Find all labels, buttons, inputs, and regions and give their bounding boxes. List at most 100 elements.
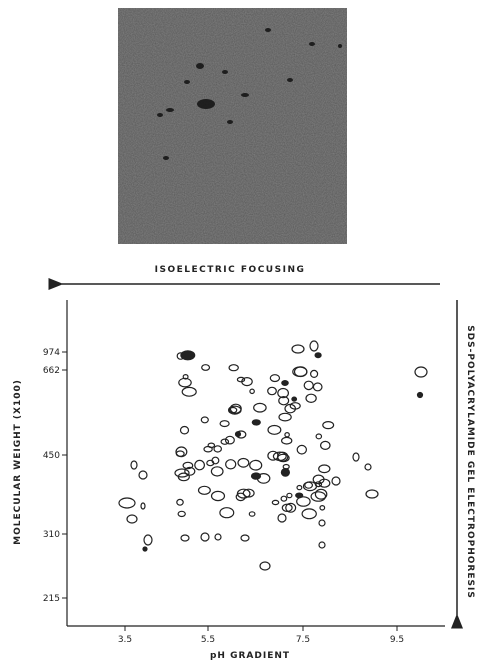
spot xyxy=(331,476,341,486)
spot xyxy=(118,497,136,509)
spot xyxy=(177,510,186,518)
spot xyxy=(416,391,424,399)
spot xyxy=(210,466,224,477)
spot xyxy=(184,466,196,476)
spot xyxy=(352,452,360,462)
spot xyxy=(228,364,239,372)
spot xyxy=(318,478,331,488)
spot xyxy=(271,499,280,506)
spot xyxy=(200,416,209,424)
y-ticks: 974 662 450 310 215 xyxy=(43,348,67,604)
spot xyxy=(267,386,277,396)
spot xyxy=(250,472,262,480)
spot xyxy=(130,460,138,470)
spot xyxy=(180,534,190,542)
spot xyxy=(138,470,148,480)
spot xyxy=(293,366,308,378)
spot xyxy=(237,457,250,468)
spot xyxy=(281,380,289,387)
spot xyxy=(259,561,271,571)
spot xyxy=(253,402,267,413)
spot xyxy=(241,377,253,387)
spot xyxy=(140,502,146,510)
spot xyxy=(281,436,293,445)
x-axis-label: pH GRADIENT xyxy=(210,651,290,661)
spot xyxy=(206,459,215,467)
right-label: SDS-POLYACRYLAMIDE GEL ELECTROPHORESIS xyxy=(465,325,475,599)
spot xyxy=(305,393,317,403)
spot xyxy=(289,402,301,410)
gel-image xyxy=(118,8,347,244)
spot xyxy=(314,488,328,500)
spot xyxy=(365,489,379,499)
spot xyxy=(319,440,331,450)
y-tick-label: 450 xyxy=(43,451,60,461)
y-tick-label: 310 xyxy=(43,530,60,540)
spot xyxy=(197,485,211,495)
spot xyxy=(178,377,192,388)
x-ticks: 3.5 5.5 7.5 9.5 xyxy=(118,626,404,645)
spot xyxy=(176,498,184,506)
spot xyxy=(240,534,250,542)
spot xyxy=(296,496,311,507)
spot xyxy=(277,387,290,399)
spot xyxy=(310,369,319,378)
spot xyxy=(267,424,282,435)
spot xyxy=(174,468,190,478)
spot xyxy=(310,491,327,502)
spot xyxy=(203,445,213,453)
spot xyxy=(303,380,314,391)
spot xyxy=(291,344,305,354)
spot xyxy=(179,425,190,435)
spot xyxy=(236,376,246,383)
y-axis-label: MOLECULAR WEIGHT (X100) xyxy=(13,379,23,545)
spot xyxy=(269,374,281,383)
x-tick-label: 7.5 xyxy=(296,635,310,645)
spot xyxy=(220,438,230,445)
spot xyxy=(213,445,223,453)
spot xyxy=(143,534,153,546)
spot xyxy=(200,532,210,542)
spot xyxy=(236,488,251,499)
spot xyxy=(322,421,335,430)
x-tick-label: 5.5 xyxy=(201,635,215,645)
spot xyxy=(126,514,138,524)
spot xyxy=(280,468,290,477)
spot xyxy=(280,495,288,502)
spot xyxy=(249,459,263,471)
spot xyxy=(219,507,235,519)
spot xyxy=(414,366,428,378)
spot xyxy=(272,451,287,462)
spot xyxy=(228,405,242,415)
spot xyxy=(314,352,322,359)
spot xyxy=(318,519,326,527)
spot xyxy=(278,412,292,422)
spot xyxy=(312,382,323,392)
spot xyxy=(182,373,189,380)
x-tick-label: 3.5 xyxy=(118,635,132,645)
spot xyxy=(315,433,323,440)
spot xyxy=(277,513,287,523)
spot xyxy=(234,431,242,438)
spot xyxy=(228,406,238,414)
spot xyxy=(210,490,226,502)
spot xyxy=(284,432,290,438)
spot xyxy=(201,364,211,371)
spot xyxy=(180,350,196,361)
spot xyxy=(181,386,197,397)
spot xyxy=(301,508,317,520)
spot xyxy=(286,492,293,499)
spot xyxy=(319,504,326,511)
spot xyxy=(267,450,279,461)
y-tick-label: 215 xyxy=(43,594,60,604)
protein-spots xyxy=(118,340,428,571)
spot xyxy=(142,546,148,552)
spot xyxy=(291,396,298,402)
spot xyxy=(225,459,237,470)
y-tick-label: 974 xyxy=(43,348,60,358)
spot xyxy=(182,461,194,470)
x-tick-label: 9.5 xyxy=(390,635,404,645)
spot xyxy=(318,541,326,549)
spot xyxy=(175,446,188,458)
